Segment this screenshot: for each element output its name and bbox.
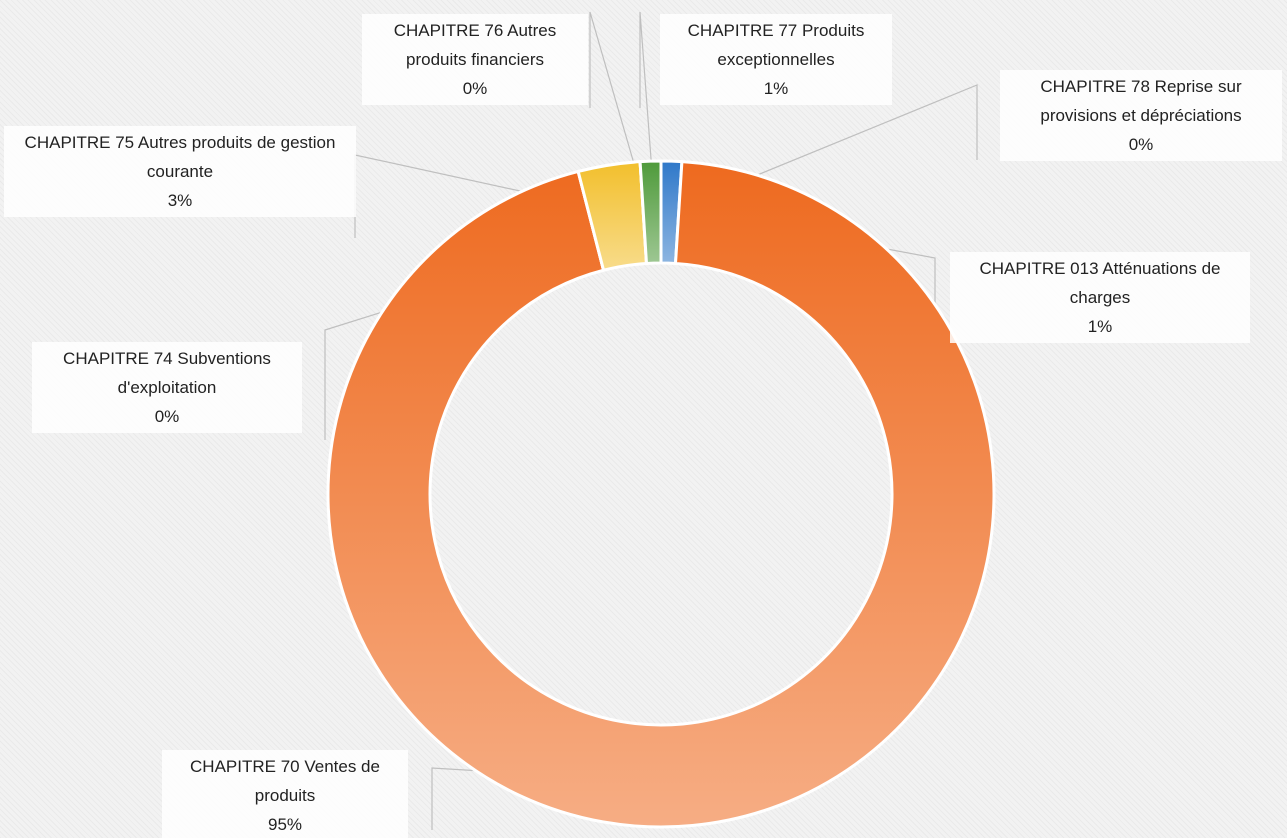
data-label: CHAPITRE 013 Atténuations de charges 1% [950,252,1250,343]
percent-label: 0% [154,407,180,426]
category-name: CHAPITRE 77 Produits exceptionnelles [687,21,865,69]
category-name: CHAPITRE 013 Atténuations de charges [979,259,1221,307]
percent-label: 0% [1128,135,1154,154]
leader-line [666,84,978,213]
category-name: CHAPITRE 76 Autres produits financiers [393,21,557,69]
donut-slice [326,160,996,829]
percent-label: 1% [763,79,789,98]
leader-line [589,11,649,213]
category-name: CHAPITRE 75 Autres produits de gestion c… [24,133,336,181]
data-label: CHAPITRE 78 Reprise sur provisions et dé… [1000,70,1282,161]
category-name: CHAPITRE 74 Subventions d'exploitation [63,349,271,397]
data-label: CHAPITRE 74 Subventions d'exploitation 0% [32,342,302,433]
category-name: CHAPITRE 70 Ventes de produits [190,757,380,805]
percent-label: 3% [167,191,193,210]
leader-line [639,11,656,213]
data-label: CHAPITRE 77 Produits exceptionnelles 1% [660,14,892,105]
percent-label: 95% [267,815,303,834]
data-label: CHAPITRE 75 Autres produits de gestion c… [4,126,356,217]
data-label: CHAPITRE 70 Ventes de produits 95% [162,750,408,838]
data-label: CHAPITRE 76 Autres produits financiers 0% [362,14,588,105]
category-name: CHAPITRE 78 Reprise sur provisions et dé… [1040,77,1242,125]
percent-label: 1% [1087,317,1113,336]
percent-label: 0% [462,79,488,98]
